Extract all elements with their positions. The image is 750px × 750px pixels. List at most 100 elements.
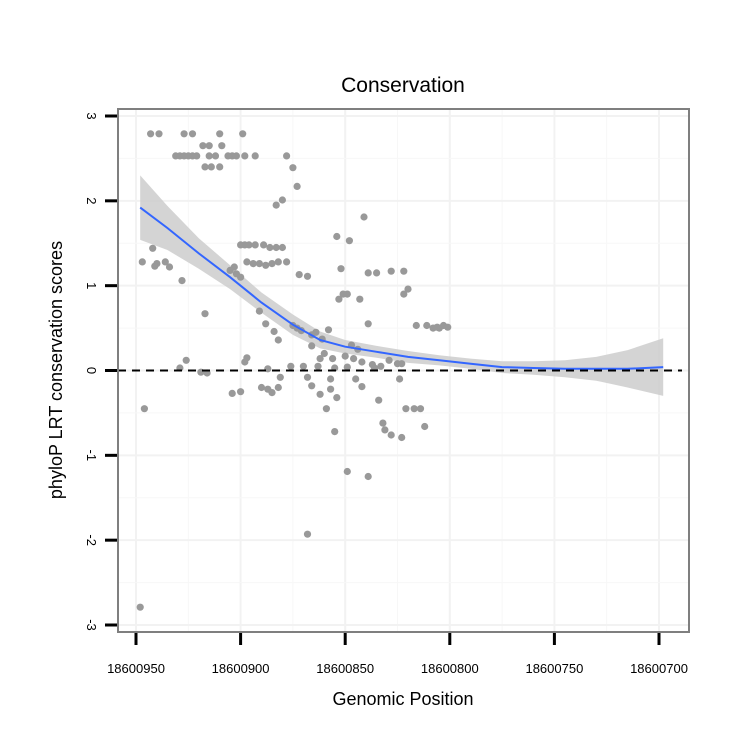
data-point <box>251 152 259 160</box>
data-point <box>398 433 406 442</box>
data-point <box>314 362 322 370</box>
data-point <box>182 356 190 364</box>
data-point <box>398 360 406 368</box>
data-point <box>188 130 197 138</box>
data-point <box>387 431 395 439</box>
data-point <box>333 232 341 241</box>
data-point <box>140 405 148 413</box>
data-point <box>364 320 372 328</box>
y-tick-label: -2 <box>84 534 99 546</box>
data-point <box>387 267 395 275</box>
data-point <box>178 277 186 285</box>
data-point <box>165 263 174 271</box>
data-point <box>444 323 452 331</box>
data-point <box>412 321 420 330</box>
data-point <box>339 290 347 298</box>
data-point <box>268 260 276 268</box>
data-point <box>278 196 286 204</box>
data-point <box>396 375 404 383</box>
data-point <box>260 241 268 249</box>
data-point <box>216 163 224 171</box>
data-point <box>216 130 224 138</box>
data-point <box>343 363 351 371</box>
data-point <box>193 152 201 160</box>
data-point <box>356 295 364 303</box>
data-point <box>268 389 276 397</box>
data-point <box>218 142 226 150</box>
data-point <box>358 383 366 391</box>
data-point <box>308 382 316 390</box>
data-point <box>283 258 291 266</box>
data-point <box>416 405 425 413</box>
data-point <box>293 182 301 190</box>
data-point <box>287 362 295 370</box>
data-point <box>147 130 155 138</box>
data-point <box>333 394 341 402</box>
data-point <box>199 142 207 150</box>
data-point <box>262 261 270 269</box>
chart-title: Conservation <box>341 74 465 97</box>
y-tick-label: 3 <box>84 112 99 119</box>
data-point <box>278 243 286 252</box>
data-point <box>237 388 245 396</box>
data-point <box>360 213 368 221</box>
confidence-band <box>140 175 664 396</box>
data-point <box>180 130 188 138</box>
data-point <box>303 272 312 280</box>
data-point <box>423 321 431 330</box>
data-point <box>375 396 383 404</box>
data-point <box>241 358 249 366</box>
data-point <box>295 271 303 279</box>
data-point <box>239 130 247 138</box>
data-point <box>149 244 157 252</box>
data-point <box>404 285 412 293</box>
data-point <box>324 326 333 334</box>
data-point <box>266 243 274 252</box>
data-point <box>352 375 360 383</box>
data-point <box>335 295 343 303</box>
data-point <box>249 260 257 268</box>
smooth-line-layer <box>139 206 664 370</box>
x-tick-label: 18600750 <box>525 661 583 676</box>
data-point <box>289 164 297 172</box>
data-point <box>274 258 282 266</box>
data-point <box>410 405 418 413</box>
data-point <box>331 428 339 436</box>
y-tick-label: -3 <box>84 619 99 631</box>
x-axis-title: Genomic Position <box>332 689 473 709</box>
data-point <box>201 163 209 171</box>
data-point <box>303 530 312 538</box>
panel-border <box>117 108 690 633</box>
data-point <box>364 269 372 277</box>
confidence-band-layer <box>140 175 664 396</box>
data-point <box>402 405 410 413</box>
data-point <box>276 373 284 381</box>
y-axis-title: phyloP LRT conservation scores <box>46 241 66 499</box>
data-point <box>358 358 366 366</box>
data-point <box>421 422 429 431</box>
data-point <box>283 152 291 160</box>
data-point <box>251 241 259 249</box>
data-point <box>255 260 263 268</box>
data-point <box>385 356 393 364</box>
data-point <box>274 336 282 344</box>
data-point <box>136 603 144 611</box>
data-point <box>350 355 358 363</box>
data-point <box>345 237 353 245</box>
data-point <box>272 201 280 209</box>
data-point <box>327 375 335 383</box>
data-point <box>272 243 280 252</box>
data-point <box>429 324 437 332</box>
data-point <box>245 241 253 249</box>
smooth-line <box>139 206 664 370</box>
data-point <box>322 405 330 413</box>
data-point <box>341 352 349 360</box>
data-point <box>257 383 266 392</box>
data-point <box>207 163 215 171</box>
data-point <box>299 362 307 370</box>
axis-layer: 18600950 18600900 18600850 18600800 18600750… <box>84 112 688 676</box>
data-point <box>151 262 159 270</box>
x-tick-label: 18600700 <box>630 661 688 676</box>
data-point <box>241 152 249 160</box>
